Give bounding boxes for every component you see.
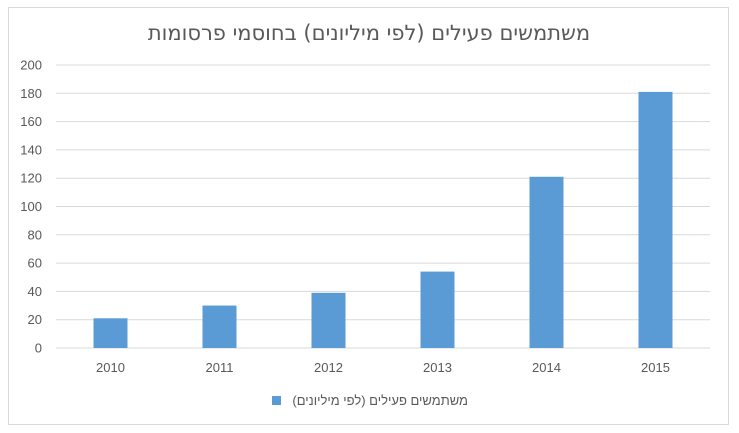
legend-label: משתמשים פעילים (לפי מיליונים): [292, 393, 468, 408]
gridlines: [56, 64, 710, 349]
x-tick-label: 2012: [314, 360, 343, 375]
y-tick-label: 20: [28, 312, 42, 327]
bar-2015: [638, 91, 673, 348]
bars: [93, 91, 673, 348]
bar-2011: [202, 305, 237, 348]
y-tick-label: 60: [28, 256, 42, 271]
bar-2013: [420, 271, 455, 348]
legend: משתמשים פעילים (לפי מיליונים): [272, 393, 468, 408]
x-axis-ticks: 2010 2011 2012 2013 2014 2015: [96, 360, 670, 375]
y-axis-ticks: 0 20 40 60 80 100 120 140 160 180 200: [20, 58, 42, 356]
x-tick-label: 2013: [423, 360, 452, 375]
x-tick-label: 2014: [532, 360, 561, 375]
legend-swatch: [272, 396, 281, 405]
y-tick-label: 180: [20, 86, 42, 101]
bar-2010: [93, 318, 128, 348]
y-tick-label: 140: [20, 142, 42, 157]
y-tick-label: 120: [20, 171, 42, 186]
bar-2012: [311, 292, 346, 348]
y-tick-label: 100: [20, 199, 42, 214]
x-tick-label: 2015: [641, 360, 670, 375]
y-tick-label: 200: [20, 58, 42, 73]
y-tick-label: 80: [28, 227, 42, 242]
x-tick-label: 2010: [96, 360, 125, 375]
bar-2014: [529, 176, 564, 348]
y-tick-label: 0: [35, 341, 42, 356]
x-tick-label: 2011: [206, 360, 234, 375]
y-tick-label: 40: [28, 284, 42, 299]
y-tick-label: 160: [20, 114, 42, 129]
chart-title: משתמשים פעילים (לפי מיליונים) בחוסמי פרס…: [148, 21, 590, 45]
chart-frame: [8, 7, 729, 425]
